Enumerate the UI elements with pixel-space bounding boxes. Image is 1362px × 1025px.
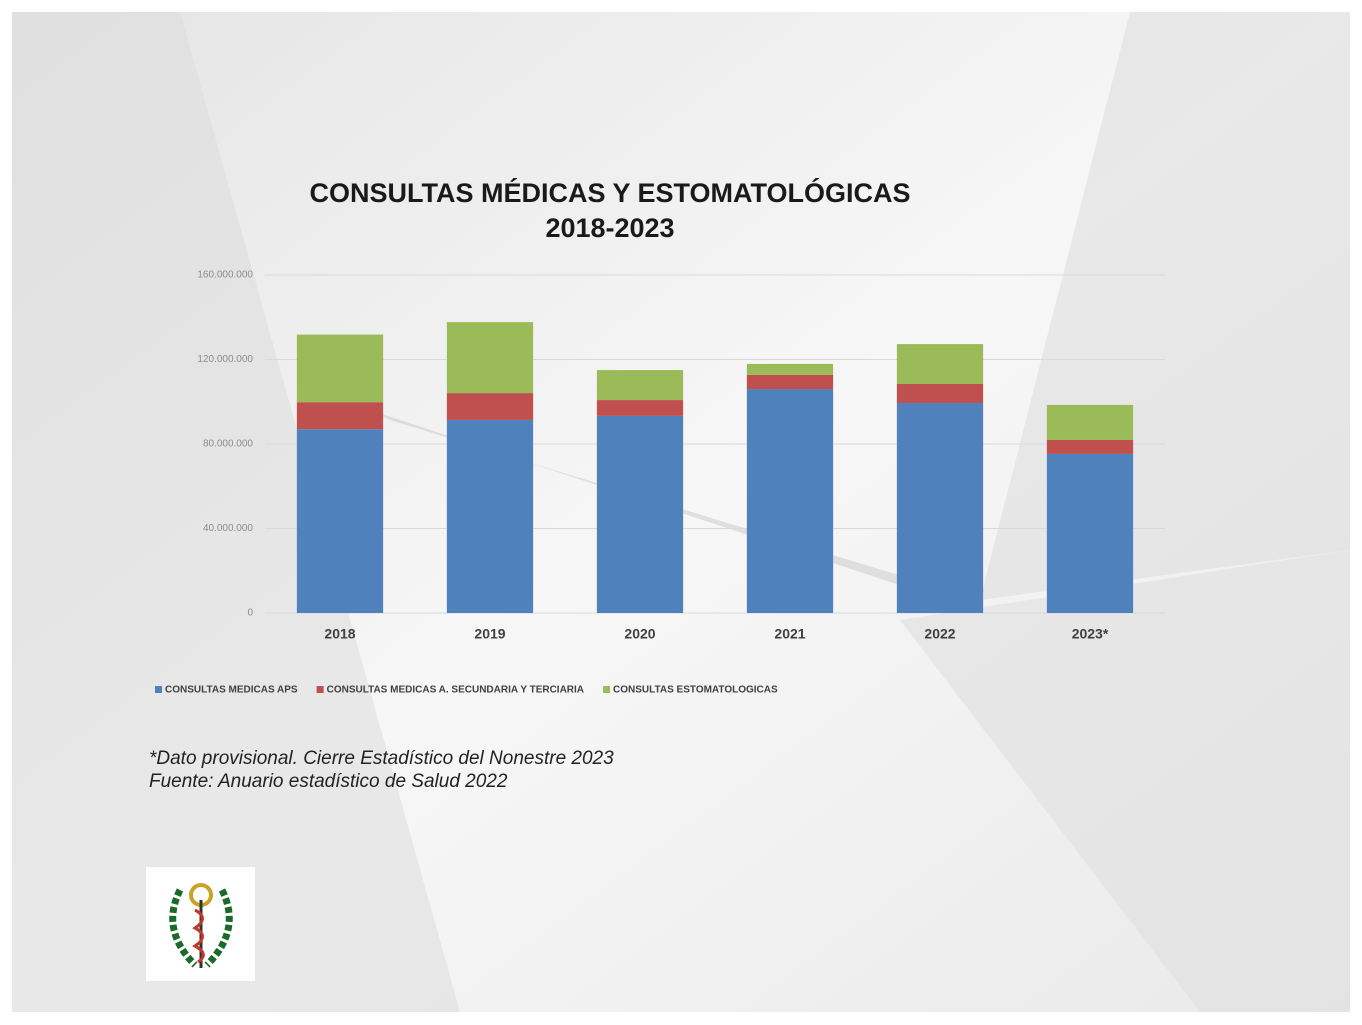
x-tick-label: 2023* [1072,626,1109,642]
bar-segment [896,403,984,613]
y-tick-label: 160.000.000 [197,270,253,281]
legend-swatch [316,686,324,693]
x-tick-label: 2021 [774,626,805,642]
x-tick-label: 2020 [624,626,655,642]
y-tick-label: 80.000.000 [203,439,253,450]
x-tick-label: 2019 [474,626,505,642]
note: Fuente: Anuario estadístico de Salud 202… [149,771,508,792]
bar-segment [596,370,684,401]
bar-segment [296,334,384,403]
bar-segment [446,393,534,420]
bar-segment [296,429,384,613]
x-tick-label: 2022 [924,626,955,642]
bar-segment [746,363,834,375]
bg-shape [12,12,460,1012]
legend-label: CONSULTAS MEDICAS APS [165,685,298,696]
bar-segment [896,384,984,404]
legend-label: CONSULTAS ESTOMATOLOGICAS [613,685,778,696]
y-tick-label: 0 [247,608,253,619]
bar-segment [896,344,984,385]
legend-label: CONSULTAS MEDICAS A. SECUNDARIA Y TERCIA… [327,685,584,696]
bar-segment [596,415,684,613]
bar-segment [446,419,534,613]
x-tick-label: 2018 [324,626,355,642]
bar-segment [1046,453,1134,613]
bar-segment [596,400,684,416]
bar-segment [296,402,384,430]
chart-title: CONSULTAS MÉDICAS Y ESTOMATOLÓGICAS [309,177,910,208]
y-tick-label: 120.000.000 [197,354,253,365]
legend-swatch [603,686,611,693]
note: *Dato provisional. Cierre Estadístico de… [149,748,614,769]
logo [146,867,255,981]
chart-subtitle: 2018-2023 [545,213,674,243]
legend-swatch [155,686,162,693]
bar-segment [1046,404,1134,440]
bar-segment [746,389,834,613]
y-tick-label: 40.000.000 [203,523,253,534]
bar-segment [446,322,534,394]
bar-segment [746,374,834,390]
bg-shape [900,550,1350,1012]
bar-segment [1046,439,1134,454]
